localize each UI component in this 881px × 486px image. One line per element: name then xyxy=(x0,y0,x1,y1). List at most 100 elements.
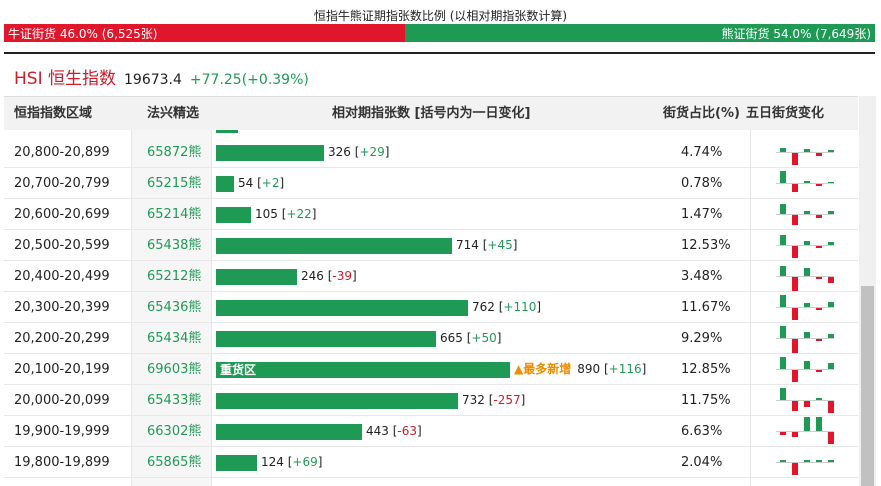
warrant-link[interactable]: 69603熊 xyxy=(147,362,202,377)
pct-cell: 12.85% xyxy=(681,362,731,377)
five-day-bar xyxy=(816,417,822,431)
daily-change: -39 xyxy=(332,269,353,283)
five-day-bar xyxy=(816,184,822,186)
contracts-label: 54 [+2] xyxy=(238,176,285,190)
table-row: 19,900-19,999 66302熊 443 [-63] 6.63% xyxy=(4,416,858,447)
five-day-bar xyxy=(792,432,798,437)
contracts-count: 105 xyxy=(255,207,278,221)
five-day-bar xyxy=(828,182,834,183)
range-cell: 20,500-20,599 xyxy=(14,238,110,253)
contracts-bar xyxy=(216,455,257,471)
five-day-bar xyxy=(780,235,786,245)
five-day-bar xyxy=(828,432,834,444)
contracts-label: 124 [+69] xyxy=(261,455,323,469)
five-day-bar xyxy=(792,339,798,353)
five-day-minichart xyxy=(776,447,834,478)
table-header: 恒指指数区域 法兴精选 相对期指张数 [括号内为一日变化] 街货占比(%) 五日… xyxy=(4,96,858,130)
daily-change: +50 xyxy=(471,331,497,345)
contracts-label: 443 [-63] xyxy=(366,424,422,438)
five-day-bar xyxy=(780,295,786,307)
contracts-count: 54 xyxy=(238,176,254,190)
warrant-link[interactable]: 65433熊 xyxy=(147,393,202,408)
table-row: 20,700-20,799 65215熊 54 [+2] 0.78% xyxy=(4,168,858,199)
pct-cell: 2.04% xyxy=(681,455,723,470)
five-day-bar xyxy=(780,266,786,276)
five-day-bar xyxy=(780,204,786,214)
five-day-minichart xyxy=(776,137,834,168)
five-day-bar xyxy=(804,149,810,152)
pct-cell: 3.48% xyxy=(681,269,723,284)
contracts-count: 762 xyxy=(472,300,495,314)
five-day-bar xyxy=(828,334,834,338)
warrant-link[interactable]: 65865熊 xyxy=(147,455,202,470)
five-day-bar xyxy=(804,361,810,369)
warrant-link[interactable]: 65872熊 xyxy=(147,145,202,160)
range-cell: 20,300-20,399 xyxy=(14,300,110,315)
contracts-label: 105 [+22] xyxy=(255,207,317,221)
five-day-bar xyxy=(792,246,798,258)
warrant-link[interactable]: 65436熊 xyxy=(147,300,202,315)
daily-change: -257 xyxy=(493,393,521,407)
contracts-count: 890 xyxy=(577,362,601,376)
five-day-bar xyxy=(792,184,798,192)
warrant-link[interactable]: 65438熊 xyxy=(147,238,202,253)
contracts-bar xyxy=(216,145,324,161)
range-cell: 20,200-20,299 xyxy=(14,331,110,346)
five-day-minichart xyxy=(776,416,834,447)
scrollbar[interactable] xyxy=(859,96,876,486)
five-day-bar xyxy=(780,148,786,152)
table-row: 20,600-20,699 65214熊 105 [+22] 1.47% xyxy=(4,199,858,230)
daily-change: +45 xyxy=(487,238,513,252)
index-change: +77.25(+0.39%) xyxy=(189,72,309,88)
five-day-minichart xyxy=(776,323,834,354)
five-day-bar xyxy=(804,401,810,407)
contracts-count: 124 xyxy=(261,455,284,469)
most-increase-note: ▲最多新增 xyxy=(514,362,572,376)
range-cell: 20,700-20,799 xyxy=(14,176,110,191)
warrant-link[interactable]: 66302熊 xyxy=(147,424,202,439)
five-day-minichart xyxy=(776,230,834,261)
pct-cell: 11.75% xyxy=(681,393,731,408)
header-range: 恒指指数区域 xyxy=(14,106,93,121)
pct-cell: 9.29% xyxy=(681,331,723,346)
five-day-bar xyxy=(780,432,786,435)
contracts-label: 714 [+45] xyxy=(456,238,518,252)
table-row: 20,200-20,299 65434熊 665 [+50] 9.29% xyxy=(4,323,858,354)
five-day-minichart xyxy=(776,385,834,416)
five-day-bar xyxy=(828,460,834,462)
index-name: HSI 恒生指数 xyxy=(14,69,116,89)
five-day-bar xyxy=(828,363,834,369)
pct-cell: 1.47% xyxy=(681,207,723,222)
daily-change: +116 xyxy=(608,362,642,376)
warrant-link[interactable]: 65212熊 xyxy=(147,269,202,284)
five-day-bar xyxy=(816,246,822,248)
contracts-bar: 重货区 xyxy=(216,362,510,378)
contracts-label: 246 [-39] xyxy=(301,269,357,283)
bull-bear-ratio-bar: 牛证街货 46.0% (6,525张) 熊证街货 54.0% (7,649张) xyxy=(4,24,875,42)
five-day-minichart xyxy=(776,292,834,323)
five-day-bar xyxy=(828,211,834,214)
range-cell: 20,600-20,699 xyxy=(14,207,110,222)
contracts-bar xyxy=(216,300,468,316)
warrant-link[interactable]: 65215熊 xyxy=(147,176,202,191)
five-day-bar xyxy=(780,326,786,338)
range-cell: 20,800-20,899 xyxy=(14,145,110,160)
warrant-link[interactable]: 65214熊 xyxy=(147,207,202,222)
contracts-bar xyxy=(216,269,297,285)
bar-stub xyxy=(216,130,238,133)
five-day-bar xyxy=(828,302,834,307)
table-row: 20,800-20,899 65872熊 326 [+29] 4.74% xyxy=(4,137,858,168)
pct-cell: 12.53% xyxy=(681,238,731,253)
range-cell: 20,100-20,199 xyxy=(14,362,110,377)
five-day-bar xyxy=(804,417,810,431)
range-cell: 19,900-19,999 xyxy=(14,424,110,439)
ratio-title: 恒指牛熊证期指张数比例 (以相对期指张数计算) xyxy=(313,9,568,23)
table-row: 20,000-20,099 65433熊 732 [-257] 11.75% xyxy=(4,385,858,416)
warrant-link[interactable]: 65434熊 xyxy=(147,331,202,346)
contracts-label: 665 [+50] xyxy=(440,331,502,345)
range-cell: 19,800-19,899 xyxy=(14,455,110,470)
daily-change: +110 xyxy=(503,300,537,314)
scrollbar-thumb[interactable] xyxy=(861,286,874,486)
distribution-table: 20,800-20,899 65872熊 326 [+29] 4.74% 20,700-… xyxy=(4,137,858,478)
table-row: 20,100-20,199 69603熊 重货区 ▲最多新增 890 [+116] 12.… xyxy=(4,354,858,385)
